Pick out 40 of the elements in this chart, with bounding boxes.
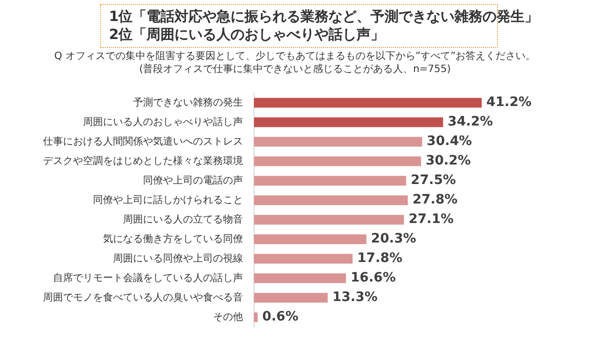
y-tick-label: 仕事における人間関係や気遣いへのストレス xyxy=(43,135,243,148)
data-label: 20.3% xyxy=(371,232,416,247)
y-tick-label: 同僚や上司に話しかけられること xyxy=(93,194,243,206)
bar xyxy=(254,176,406,186)
y-tick-label: 周囲でモノを食べている人の臭いや食べる音 xyxy=(43,291,243,304)
bar xyxy=(254,195,408,206)
chart-subtitle: 2位「周囲にいる人のおしゃべりや話し声」 xyxy=(109,26,386,44)
y-tick-label: デスクや空調をはじめとした様々な業務環境 xyxy=(43,154,243,167)
data-label: 27.8% xyxy=(412,192,458,208)
text: Q オフィスでの集中を阻害する要因として、少しでもあてはまるものを以下から”すべて”お答えください。 xyxy=(53,50,537,63)
data-label: 41.2% xyxy=(486,95,532,110)
bar xyxy=(254,214,404,225)
y-tick-label: 気になる働き方をしている同僚 xyxy=(103,232,243,245)
bar xyxy=(254,254,353,264)
data-label: 13.3% xyxy=(332,290,378,306)
y-tick-label: 周囲にいる人のおしゃべりや話し声 xyxy=(83,116,243,128)
bar xyxy=(254,136,422,147)
bar xyxy=(254,312,258,322)
data-label: 34.2% xyxy=(448,114,493,130)
data-label: 30.4% xyxy=(426,134,472,150)
text: (普段オフィスで仕事に集中できないと感じることがある人、n=755) xyxy=(138,63,452,76)
data-label: 0.6% xyxy=(262,310,298,325)
y-tick-label: 周囲にいる同僚や上司の視線 xyxy=(113,252,243,264)
y-tick-label: 同僚や上司の電話の声 xyxy=(143,174,243,186)
chart-title: 1位「電話対応や急に振られる業務など、予測できない雑務の発生」 xyxy=(109,8,539,26)
y-tick-label: その他 xyxy=(213,310,243,323)
data-label: 27.5% xyxy=(410,173,456,188)
data-label: 27.1% xyxy=(408,212,454,228)
y-tick-label: 予測できない雑務の発生 xyxy=(133,96,243,108)
bar xyxy=(254,98,482,108)
y-tick-label: 周囲にいる人の立てる物音 xyxy=(123,213,243,226)
bar xyxy=(254,234,366,244)
data-label: 30.2% xyxy=(426,154,471,169)
y-tick-label: 自席でリモート会議をしている人の話し声 xyxy=(53,272,243,284)
bar xyxy=(254,273,346,284)
bar xyxy=(254,156,422,166)
bar xyxy=(254,117,444,128)
bar xyxy=(254,292,328,303)
data-label: 16.6% xyxy=(350,270,396,286)
data-label: 17.8% xyxy=(357,251,402,266)
